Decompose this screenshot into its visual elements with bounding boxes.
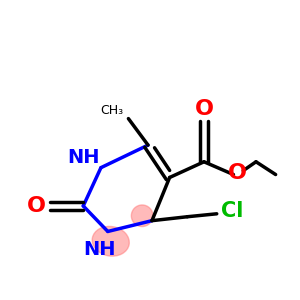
Ellipse shape <box>131 205 153 226</box>
Text: O: O <box>194 99 214 119</box>
Ellipse shape <box>92 226 129 256</box>
Text: O: O <box>27 196 46 216</box>
Text: CH₃: CH₃ <box>100 104 124 117</box>
Text: Cl: Cl <box>221 201 244 221</box>
Text: NH: NH <box>67 148 100 167</box>
Text: NH: NH <box>84 240 116 259</box>
Text: O: O <box>228 163 247 183</box>
